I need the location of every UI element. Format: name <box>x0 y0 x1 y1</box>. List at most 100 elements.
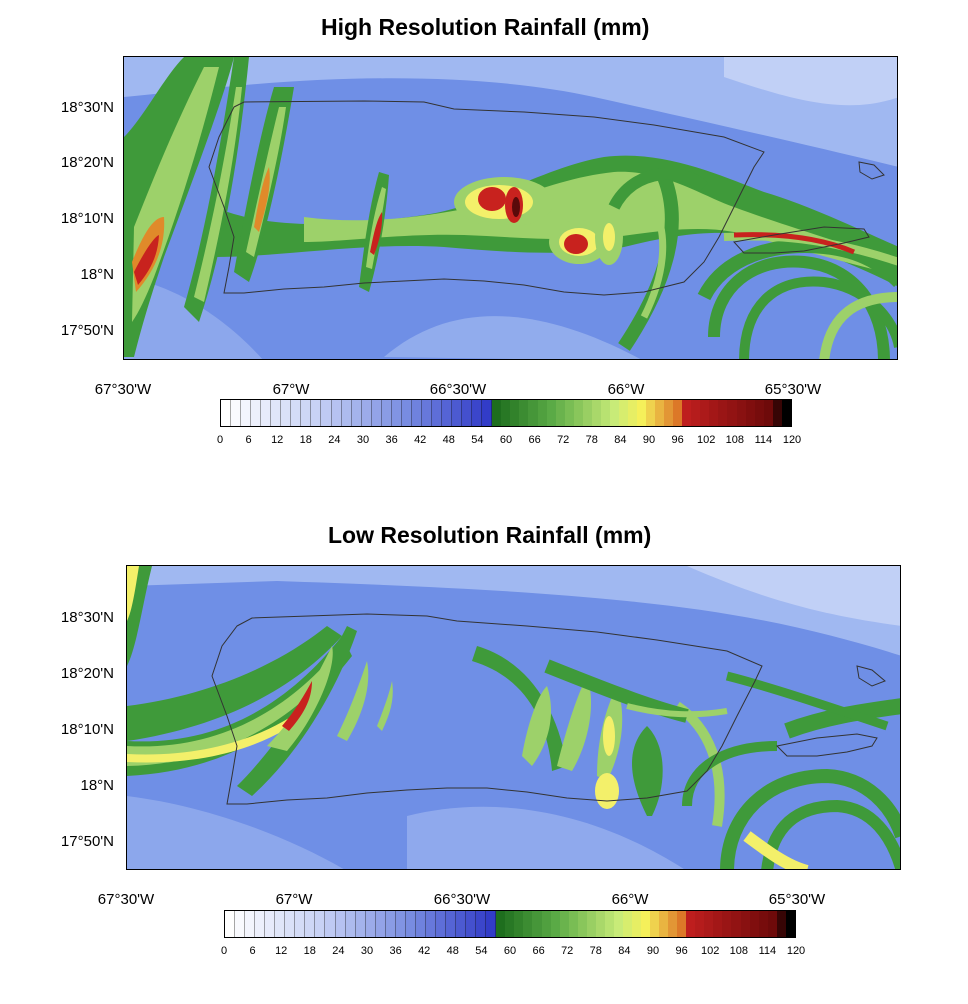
colorbar-cell <box>225 911 236 937</box>
colorbar-cell <box>709 400 719 426</box>
colorbar-cell <box>582 400 592 426</box>
colorbar-label: 0 <box>216 434 224 446</box>
colorbar <box>224 910 796 938</box>
colorbar-cell <box>627 400 638 426</box>
colorbar-label: 66 <box>532 945 545 957</box>
colorbar-label: 60 <box>499 434 513 446</box>
colorbar-cell <box>568 911 578 937</box>
colorbar-label: 42 <box>418 945 431 957</box>
colorbar-cell <box>492 400 502 426</box>
colorbar-cell <box>713 911 723 937</box>
colorbar-cell <box>305 911 316 937</box>
colorbar-cell <box>405 911 416 937</box>
colorbar-cell <box>231 400 242 426</box>
lat-label: 17°50'N <box>60 833 114 850</box>
colorbar-cell <box>577 911 587 937</box>
colorbar-cell <box>345 911 356 937</box>
colorbar-label: 102 <box>697 434 716 446</box>
colorbar-cell <box>505 911 515 937</box>
colorbar-cell <box>637 400 647 426</box>
lat-label: 18°10'N <box>60 210 114 227</box>
colorbar-cell <box>691 400 701 426</box>
colorbar-label: 42 <box>414 434 427 446</box>
lon-label: 66°W <box>611 891 649 908</box>
colorbar-cell <box>415 911 426 937</box>
colorbar-label: 6 <box>245 434 252 446</box>
colorbar-label: 84 <box>618 945 631 957</box>
colorbar-cell <box>341 400 352 426</box>
lon-label: 66°W <box>607 381 645 398</box>
colorbar-cell <box>686 911 696 937</box>
colorbar-label: 18 <box>299 434 312 446</box>
lon-label: 65°30'W <box>768 891 826 908</box>
colorbar-cell <box>486 911 497 937</box>
colorbar-cell <box>321 400 332 426</box>
colorbar-label: 90 <box>646 945 660 957</box>
colorbar-cell <box>295 911 306 937</box>
colorbar-cell <box>421 400 432 426</box>
colorbar-cell <box>442 400 453 426</box>
colorbar-cell <box>785 911 795 937</box>
colorbar-cell <box>655 400 665 426</box>
colorbar-label: 24 <box>332 945 345 957</box>
colorbar-cell <box>541 911 551 937</box>
colorbar-cell <box>285 911 296 937</box>
colorbar <box>220 399 792 427</box>
lon-label: 67°30'W <box>94 381 152 398</box>
colorbar-cell <box>375 911 386 937</box>
lat-label: 18°20'N <box>60 154 114 171</box>
rainfall-field <box>127 566 900 869</box>
map-title: Low Resolution Rainfall (mm) <box>328 522 652 548</box>
colorbar-label: 0 <box>220 945 228 957</box>
colorbar-cell <box>673 400 683 426</box>
colorbar-label: 54 <box>471 434 484 446</box>
colorbar-cell <box>659 911 669 937</box>
colorbar-cell <box>315 911 326 937</box>
rainfall-field <box>124 57 897 359</box>
colorbar-cell <box>221 400 232 426</box>
colorbar-label: 84 <box>614 434 627 446</box>
colorbar-cell <box>718 400 728 426</box>
colorbar-cell <box>573 400 583 426</box>
colorbar-cell <box>631 911 642 937</box>
colorbar-cell <box>618 400 628 426</box>
colorbar-cell <box>591 400 601 426</box>
lat-label: 18°20'N <box>60 665 114 682</box>
lat-label: 17°50'N <box>60 322 114 339</box>
colorbar-cell <box>245 911 256 937</box>
colorbar-cell <box>476 911 487 937</box>
colorbar-cell <box>528 400 538 426</box>
colorbar-cell <box>740 911 750 937</box>
colorbar-cell <box>727 400 737 426</box>
colorbar-cell <box>700 400 710 426</box>
lat-label: 18°30'N <box>60 99 114 116</box>
colorbar-label: 108 <box>729 945 748 957</box>
colorbar-cell <box>514 911 524 937</box>
colorbar-cell <box>395 911 406 937</box>
colorbar-cell <box>546 400 556 426</box>
colorbar-cell <box>361 400 372 426</box>
lon-label: 67°W <box>275 891 313 908</box>
colorbar-cell <box>265 911 276 937</box>
colorbar-cell <box>550 911 560 937</box>
colorbar-cell <box>510 400 520 426</box>
colorbar-label: 30 <box>360 945 374 957</box>
colorbar-label: 6 <box>249 945 256 957</box>
colorbar-cell <box>772 400 782 426</box>
colorbar-label: 36 <box>389 945 402 957</box>
colorbar-cell <box>613 911 623 937</box>
lon-label: 67°W <box>272 381 310 398</box>
colorbar-cell <box>745 400 755 426</box>
colorbar-cell <box>401 400 412 426</box>
colorbar-cell <box>646 400 656 426</box>
colorbar-cell <box>261 400 272 426</box>
colorbar-label: 54 <box>475 945 488 957</box>
colorbar-cell <box>325 911 336 937</box>
colorbar-cell <box>235 911 246 937</box>
colorbar-cell <box>446 911 457 937</box>
colorbar-cell <box>650 911 660 937</box>
colorbar-cell <box>501 400 511 426</box>
colorbar-cell <box>523 911 533 937</box>
colorbar-cell <box>682 400 692 426</box>
colorbar-cell <box>291 400 302 426</box>
